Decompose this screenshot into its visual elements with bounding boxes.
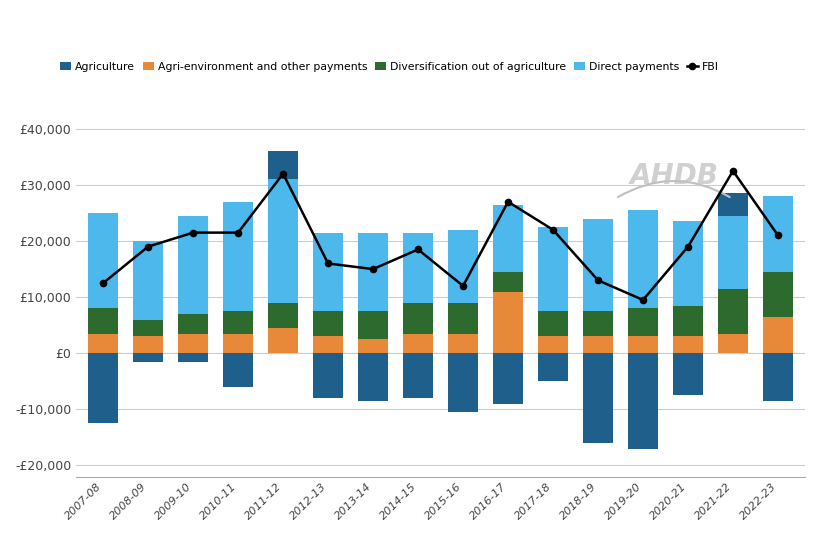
Bar bbox=[627, 353, 657, 449]
Bar bbox=[538, 337, 567, 353]
Bar bbox=[313, 311, 342, 337]
Text: AHDB: AHDB bbox=[629, 162, 717, 190]
Bar bbox=[493, 205, 522, 272]
Bar bbox=[717, 333, 747, 353]
Bar bbox=[268, 151, 297, 180]
Bar bbox=[313, 337, 342, 353]
Bar bbox=[133, 353, 162, 362]
Bar bbox=[762, 272, 792, 317]
Bar bbox=[538, 311, 567, 337]
Bar bbox=[268, 303, 297, 328]
Bar bbox=[762, 353, 792, 401]
Bar bbox=[582, 337, 612, 353]
Bar bbox=[133, 319, 162, 337]
Bar bbox=[88, 213, 118, 308]
Bar bbox=[762, 196, 792, 272]
Bar bbox=[448, 303, 477, 333]
Bar bbox=[627, 308, 657, 337]
Bar bbox=[672, 353, 702, 396]
Bar bbox=[179, 353, 207, 362]
Bar bbox=[448, 333, 477, 353]
Bar bbox=[493, 292, 522, 353]
Bar bbox=[133, 337, 162, 353]
Bar bbox=[313, 353, 342, 398]
Bar bbox=[224, 202, 252, 311]
Bar bbox=[88, 333, 118, 353]
Bar bbox=[448, 230, 477, 303]
Bar bbox=[403, 333, 432, 353]
Bar bbox=[179, 333, 207, 353]
Bar bbox=[493, 272, 522, 292]
Bar bbox=[403, 303, 432, 333]
Bar bbox=[358, 353, 387, 401]
Bar bbox=[224, 353, 252, 387]
Legend: Agriculture, Agri-environment and other payments, Diversification out of agricul: Agriculture, Agri-environment and other … bbox=[56, 57, 722, 76]
Bar bbox=[358, 311, 387, 339]
Bar bbox=[88, 353, 118, 423]
Bar bbox=[627, 337, 657, 353]
Bar bbox=[179, 216, 207, 314]
Bar bbox=[313, 233, 342, 311]
Bar bbox=[224, 333, 252, 353]
Bar bbox=[493, 353, 522, 404]
Bar bbox=[88, 308, 118, 333]
Bar bbox=[582, 311, 612, 337]
Bar bbox=[403, 233, 432, 303]
Bar bbox=[762, 317, 792, 353]
Bar bbox=[179, 314, 207, 333]
Bar bbox=[403, 353, 432, 398]
Bar bbox=[717, 216, 747, 289]
Bar bbox=[582, 353, 612, 443]
Bar bbox=[358, 339, 387, 353]
Bar bbox=[224, 311, 252, 333]
Bar bbox=[717, 289, 747, 333]
Bar bbox=[672, 306, 702, 337]
Bar bbox=[358, 233, 387, 311]
Bar bbox=[268, 328, 297, 353]
Bar bbox=[672, 221, 702, 306]
Bar bbox=[717, 193, 747, 216]
Bar bbox=[133, 241, 162, 319]
Bar bbox=[538, 353, 567, 381]
Bar bbox=[672, 337, 702, 353]
Bar bbox=[538, 227, 567, 311]
Bar bbox=[627, 210, 657, 308]
Bar bbox=[448, 353, 477, 412]
Bar bbox=[582, 219, 612, 311]
Bar bbox=[268, 180, 297, 303]
